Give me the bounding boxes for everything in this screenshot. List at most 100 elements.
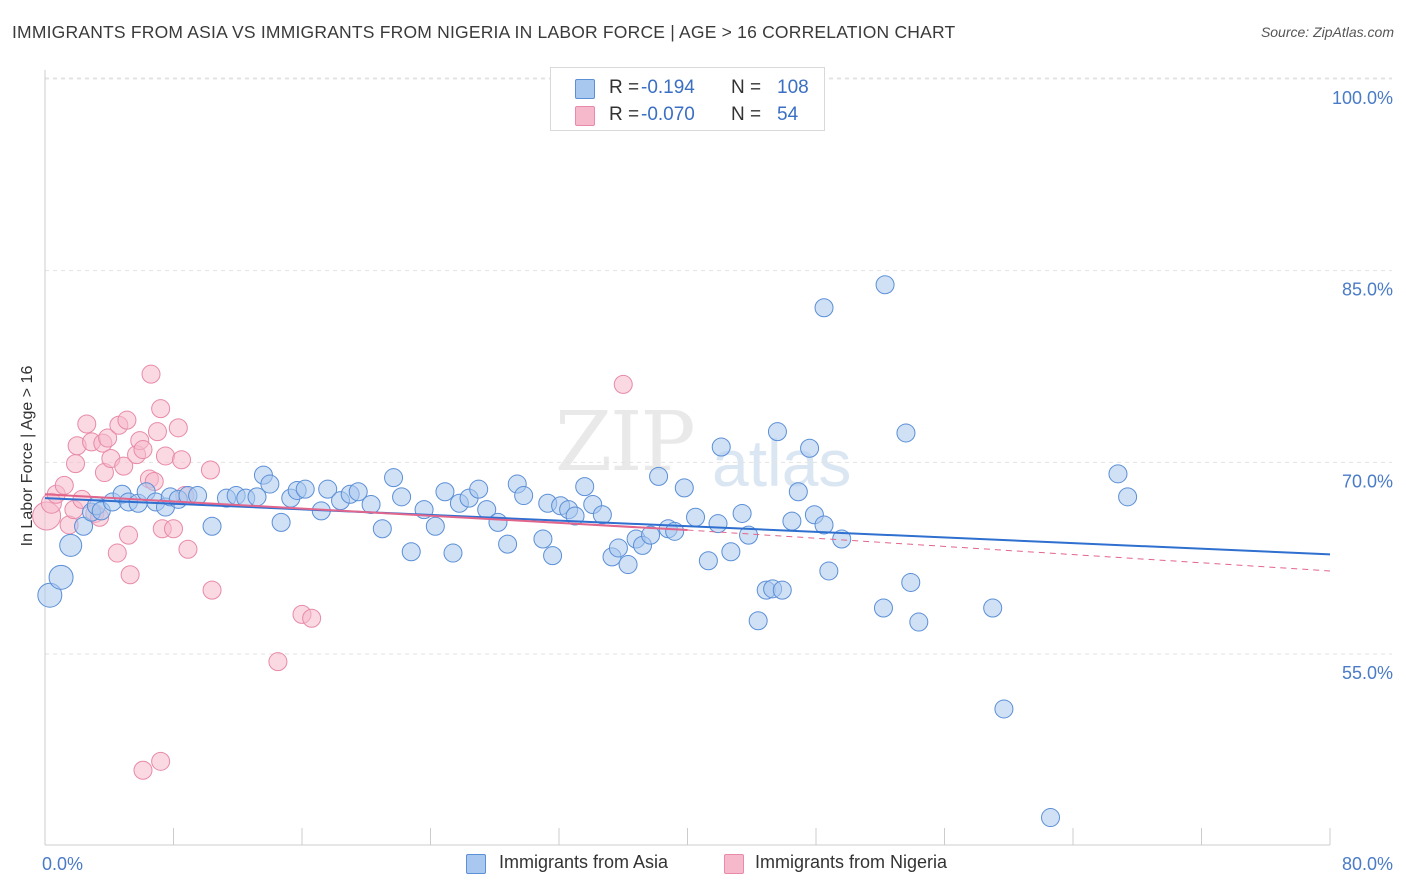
point-asia xyxy=(641,525,661,545)
point-asia xyxy=(260,474,280,494)
legend-n-label: N = xyxy=(731,77,762,98)
source-label: Source: ZipAtlas.com xyxy=(1260,24,1394,40)
x-tick-label: 0.0% xyxy=(42,854,83,874)
legend-n-label: N = xyxy=(731,104,762,125)
point-nigeria xyxy=(114,456,134,476)
point-asia xyxy=(782,511,802,531)
gridlines xyxy=(45,77,1392,655)
legend-swatch-asia xyxy=(575,79,595,99)
point-nigeria xyxy=(613,374,633,394)
point-asia xyxy=(901,572,921,592)
point-asia xyxy=(873,598,893,618)
watermark-zip: ZIP xyxy=(555,395,696,490)
trend-line-nigeria xyxy=(44,493,688,532)
point-asia xyxy=(435,482,455,502)
point-asia xyxy=(488,512,508,532)
point-nigeria xyxy=(151,399,171,419)
point-asia xyxy=(271,512,291,532)
trend-lines xyxy=(44,493,1331,572)
point-asia xyxy=(1118,487,1138,507)
asia-points xyxy=(37,275,1138,828)
legend-swatch-nigeria xyxy=(575,106,595,126)
point-asia xyxy=(767,422,787,442)
tick-labels: 100.0% 85.0% 70.0% 55.0% 0.0% 80.0% xyxy=(42,88,1393,874)
point-asia xyxy=(48,564,74,590)
point-asia xyxy=(983,598,1003,618)
correlation-legend: R = -0.194 N = 108 R = -0.070 N = 54 xyxy=(550,67,825,131)
legend-n-value-asia: 108 xyxy=(777,77,809,98)
point-asia xyxy=(711,437,731,457)
point-asia xyxy=(618,555,638,575)
bottom-legend-swatch-nigeria xyxy=(724,854,744,874)
point-asia xyxy=(361,495,381,514)
x-tick-label: 80.0% xyxy=(1342,854,1393,874)
point-asia xyxy=(37,582,63,608)
point-asia xyxy=(1108,464,1128,484)
point-nigeria xyxy=(54,475,74,495)
point-asia xyxy=(59,533,83,557)
point-asia xyxy=(698,551,718,571)
point-asia xyxy=(788,482,808,502)
point-asia xyxy=(533,529,553,549)
bottom-legend-label-nigeria: Immigrants from Nigeria xyxy=(755,852,948,872)
legend-r-label: R = xyxy=(609,77,640,98)
point-nigeria xyxy=(151,751,171,771)
point-asia xyxy=(202,516,222,536)
point-asia xyxy=(819,561,839,581)
point-nigeria xyxy=(178,539,198,559)
point-nigeria xyxy=(164,519,183,539)
point-asia xyxy=(348,482,368,502)
point-asia xyxy=(372,519,392,539)
point-asia xyxy=(514,486,534,506)
y-tick-label: 85.0% xyxy=(1342,280,1393,300)
point-asia xyxy=(721,542,741,562)
chart-title: IMMIGRANTS FROM ASIA VS IMMIGRANTS FROM … xyxy=(12,22,956,42)
legend-row-nigeria: R = -0.070 N = 54 xyxy=(551,102,824,128)
point-asia xyxy=(1041,808,1061,828)
point-asia xyxy=(649,466,669,486)
y-tick-label: 100.0% xyxy=(1332,88,1393,108)
trend-line-nigeria-extrapolated xyxy=(687,529,1331,572)
point-nigeria xyxy=(168,418,188,438)
point-asia xyxy=(994,699,1014,719)
point-asia xyxy=(592,505,612,525)
point-nigeria xyxy=(133,760,153,780)
legend-r-value-nigeria: -0.070 xyxy=(641,104,695,125)
point-nigeria xyxy=(200,460,220,480)
point-nigeria xyxy=(66,454,86,474)
point-asia xyxy=(814,298,834,318)
point-asia xyxy=(608,538,628,558)
bottom-legend-label-asia: Immigrants from Asia xyxy=(499,852,669,872)
point-asia xyxy=(772,580,792,600)
point-asia xyxy=(708,514,728,534)
point-nigeria xyxy=(119,525,139,545)
point-asia xyxy=(814,515,834,535)
point-nigeria xyxy=(117,410,137,430)
point-nigeria xyxy=(147,422,167,442)
point-nigeria xyxy=(133,440,153,460)
point-asia xyxy=(909,612,929,632)
point-nigeria xyxy=(98,428,118,448)
point-asia xyxy=(875,275,895,295)
point-asia xyxy=(686,507,706,527)
point-nigeria xyxy=(155,446,175,466)
point-asia xyxy=(800,438,820,458)
point-nigeria xyxy=(141,364,161,384)
bottom-legend-swatch-asia xyxy=(466,854,486,874)
y-tick-label: 70.0% xyxy=(1342,471,1393,491)
legend-n-value-nigeria: 54 xyxy=(777,104,799,125)
point-asia xyxy=(748,611,768,631)
axes xyxy=(44,70,1331,846)
point-nigeria xyxy=(302,608,322,628)
nigeria-points xyxy=(32,364,633,780)
point-asia xyxy=(384,468,404,488)
point-asia xyxy=(543,546,563,566)
point-asia xyxy=(295,479,315,499)
trend-line-asia xyxy=(44,497,1331,556)
point-asia xyxy=(674,478,694,498)
point-nigeria xyxy=(120,565,140,585)
point-asia xyxy=(498,534,518,554)
point-nigeria xyxy=(172,450,192,470)
point-asia xyxy=(896,423,916,443)
